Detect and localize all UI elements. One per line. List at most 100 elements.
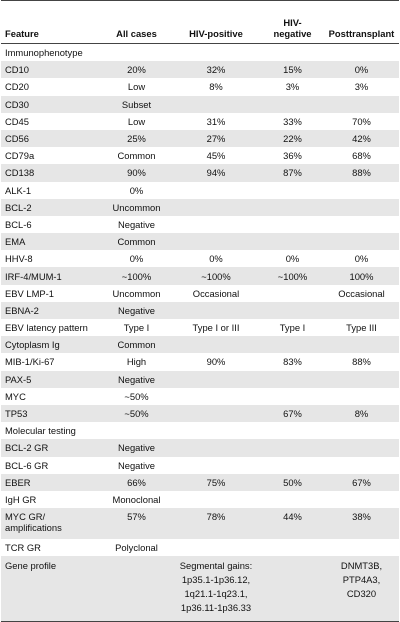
row-value-cell: 0%: [209, 253, 223, 265]
row-value-cell: [261, 388, 324, 405]
row-value-cell: [261, 233, 324, 251]
row-value-cell: [324, 457, 399, 474]
row-value-cell: [324, 539, 399, 556]
row-value-cell: [171, 422, 261, 439]
row-feature-cell: BCL-6 GR: [5, 459, 49, 471]
row-feature-cell: EBV latency pattern: [5, 322, 88, 334]
row-value-cell: [261, 336, 324, 354]
row-value-cell: Occasional: [338, 287, 385, 299]
row-value-cell: Low: [127, 81, 146, 93]
row-value-cell: 36%: [283, 150, 302, 162]
row-value-cell: 3%: [354, 81, 369, 93]
row-value-cell: [324, 44, 399, 62]
row-feature-cell: BCL-6: [5, 218, 32, 230]
row-value-cell: [171, 457, 261, 474]
row-value-cell: [324, 370, 399, 388]
table-row: BCL-2 Uncommon: [1, 198, 399, 216]
row-value-cell: 57%: [102, 508, 171, 540]
row-value-cell: 0%: [324, 61, 399, 79]
row-value-cell: 32%: [171, 61, 261, 79]
table-row: TP53 ~50% 67% 8%: [1, 404, 399, 423]
row-feature-cell: BCL-2 GR: [1, 439, 102, 457]
row-value-cell: 66%: [102, 473, 171, 491]
row-value-cell: [171, 198, 261, 216]
row-value-cell: [261, 422, 324, 439]
table-row: Cytoplasm Ig Common: [1, 336, 399, 354]
row-value-cell: [261, 439, 324, 457]
row-feature-cell: HHV-8: [5, 253, 33, 265]
row-feature-cell: EBNA-2: [1, 301, 102, 319]
row-value-cell: ~100%: [102, 267, 171, 285]
row-value-cell: 20%: [102, 61, 171, 79]
row-feature-cell: BCL-2: [1, 198, 102, 216]
row-value-cell: 50%: [261, 473, 324, 491]
row-value-cell: [171, 95, 261, 113]
row-value-cell: [102, 556, 171, 622]
row-value-cell: [324, 216, 399, 233]
row-feature-cell: IgH GR: [5, 493, 37, 505]
row-value-cell: Negative: [117, 218, 155, 230]
row-feature-cell: CD10: [1, 61, 102, 79]
header-hiv-positive: HIV-positive: [189, 28, 243, 39]
row-value-cell: 8%: [324, 404, 399, 423]
row-value-cell: 90%: [206, 356, 226, 368]
row-value-cell: [171, 404, 261, 423]
table-row: Gene profile Segmental gains: 1p35.1-1p36…: [1, 556, 399, 622]
table-row: EMA Common: [1, 233, 399, 251]
table-row: MYC GR/ amplifications 57% 78% 44% 38%: [1, 508, 399, 540]
row-value-cell: 38%: [324, 508, 399, 540]
row-value-cell: [261, 539, 324, 556]
table-row: Molecular testing: [1, 422, 399, 439]
row-feature-cell: Immunophenotype: [5, 47, 83, 59]
row-feature-cell: IRF-4/MUM-1: [1, 267, 102, 285]
row-value-cell: Negative: [102, 370, 171, 388]
row-feature-cell: CD30: [1, 95, 102, 113]
row-value-cell: Type I: [279, 322, 306, 334]
row-value-cell: [261, 95, 324, 113]
row-value-cell: Common: [102, 233, 171, 251]
row-feature-cell: Gene profile: [1, 556, 102, 622]
table-row: IgH GR Monoclonal: [1, 491, 399, 508]
row-value-cell: DNMT3B, PTP4A3, CD320: [324, 556, 399, 622]
row-value-cell: Monoclonal: [112, 493, 161, 505]
row-value-cell: High: [126, 356, 147, 368]
row-feature-cell: CD56: [1, 129, 102, 148]
row-value-cell: [261, 285, 324, 302]
row-value-cell: [324, 336, 399, 354]
row-value-cell: Uncommon: [112, 287, 161, 299]
row-value-cell: [171, 539, 261, 556]
table-row: CD10 20% 32% 15% 0%: [1, 61, 399, 79]
table-row: BCL-6 GR Negative: [1, 457, 399, 474]
table-row: IRF-4/MUM-1 ~100% ~100% ~100% 100%: [1, 267, 399, 285]
row-value-cell: 45%: [206, 150, 226, 162]
row-value-cell: [324, 491, 399, 508]
table-row: CD20 Low 8% 3% 3%: [1, 78, 399, 95]
row-value-cell: 0%: [354, 253, 369, 265]
row-value-cell: Occasional: [192, 287, 240, 299]
row-value-cell: [261, 216, 324, 233]
table-row: ALK-1 0%: [1, 182, 399, 199]
row-value-cell: 0%: [129, 184, 144, 196]
row-value-cell: 83%: [283, 356, 302, 368]
row-value-cell: [171, 233, 261, 251]
row-value-cell: [261, 182, 324, 199]
row-value-cell: [261, 556, 324, 622]
table-row: BCL-6 Negative: [1, 216, 399, 233]
row-value-cell: ~100%: [171, 267, 261, 285]
row-value-cell: [324, 439, 399, 457]
header-all-cases: All cases: [116, 28, 157, 39]
row-value-cell: 100%: [324, 267, 399, 285]
row-value-cell: 68%: [352, 150, 371, 162]
row-value-cell: ~50%: [124, 390, 149, 402]
table-header: Feature All cases HIV-positive HIV- nega…: [1, 0, 399, 44]
header-feature: Feature: [5, 28, 39, 39]
row-value-cell: Polyclonal: [115, 542, 158, 554]
row-value-cell: Type I or III: [192, 322, 240, 334]
row-value-cell: [324, 301, 399, 319]
row-value-cell: Negative: [102, 439, 171, 457]
table-body: Immunophenotype CD10 20% 32% 15% 0% CD20 Low 8% 3…: [1, 44, 399, 622]
row-value-cell: [261, 301, 324, 319]
row-value-cell: [171, 439, 261, 457]
row-value-cell: 22%: [261, 129, 324, 148]
